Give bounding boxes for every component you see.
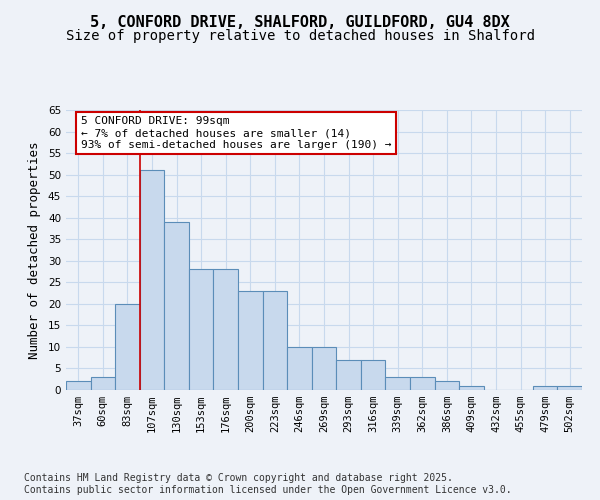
Bar <box>385 377 410 390</box>
Bar <box>140 170 164 390</box>
Bar <box>164 222 189 390</box>
Text: 5, CONFORD DRIVE, SHALFORD, GUILDFORD, GU4 8DX: 5, CONFORD DRIVE, SHALFORD, GUILDFORD, G… <box>90 15 510 30</box>
Bar <box>214 270 238 390</box>
Bar <box>115 304 140 390</box>
Bar <box>361 360 385 390</box>
Bar <box>434 382 459 390</box>
Y-axis label: Number of detached properties: Number of detached properties <box>28 141 41 359</box>
Bar <box>533 386 557 390</box>
Bar <box>263 291 287 390</box>
Bar <box>410 377 434 390</box>
Bar <box>557 386 582 390</box>
Bar <box>238 291 263 390</box>
Bar <box>336 360 361 390</box>
Bar <box>66 382 91 390</box>
Bar <box>312 347 336 390</box>
Text: 5 CONFORD DRIVE: 99sqm
← 7% of detached houses are smaller (14)
93% of semi-deta: 5 CONFORD DRIVE: 99sqm ← 7% of detached … <box>81 116 391 150</box>
Text: Contains HM Land Registry data © Crown copyright and database right 2025.
Contai: Contains HM Land Registry data © Crown c… <box>24 474 512 495</box>
Bar <box>189 270 214 390</box>
Bar <box>287 347 312 390</box>
Text: Size of property relative to detached houses in Shalford: Size of property relative to detached ho… <box>65 29 535 43</box>
Bar <box>91 377 115 390</box>
Bar <box>459 386 484 390</box>
